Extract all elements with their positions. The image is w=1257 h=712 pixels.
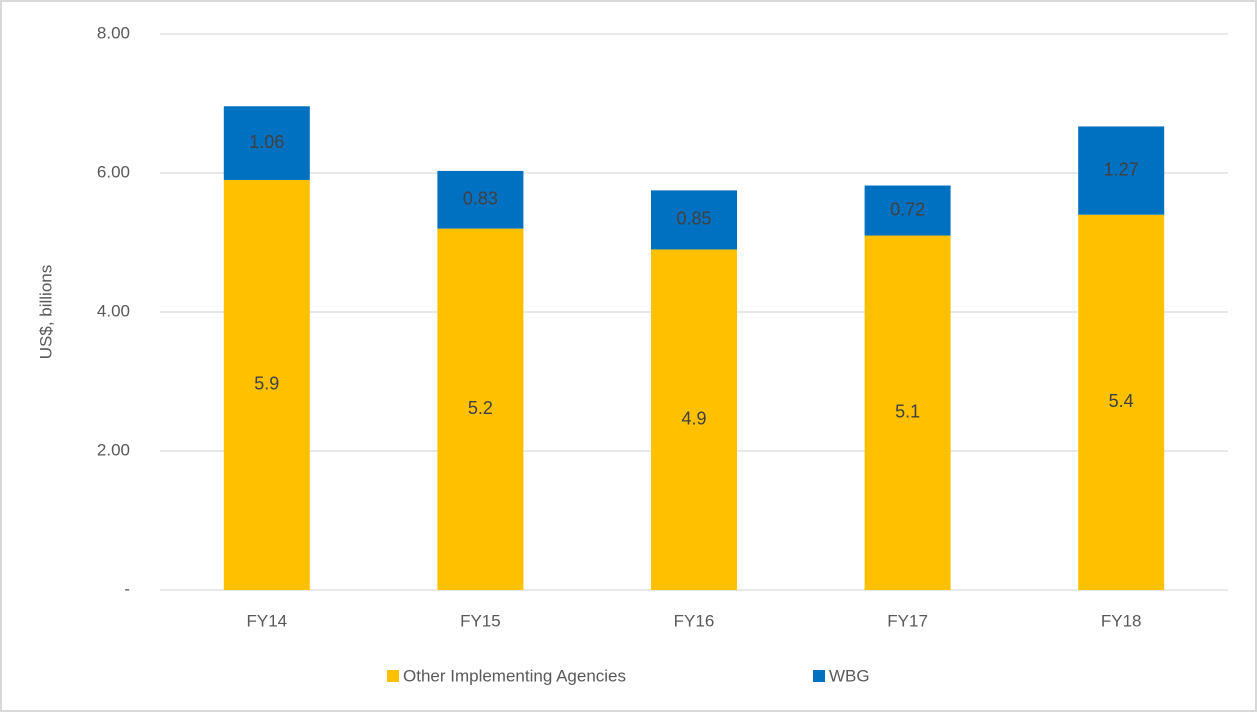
- x-tick-label: FY18: [1101, 611, 1142, 630]
- legend-swatch: [813, 670, 825, 682]
- y-tick-label: 6.00: [97, 162, 130, 181]
- value-label: 4.9: [681, 408, 706, 428]
- bar-segment: [651, 190, 737, 250]
- bar-segment: [1078, 214, 1165, 590]
- value-label: 0.72: [890, 199, 925, 219]
- value-label: 5.1: [895, 402, 920, 422]
- bar-segment: [864, 185, 951, 236]
- x-tick-label: FY16: [674, 611, 715, 630]
- y-tick-label: 8.00: [97, 23, 130, 42]
- value-label: 5.9: [254, 374, 279, 394]
- bar-segment: [437, 170, 524, 229]
- bar-segment: [223, 179, 310, 590]
- bar-segment: [223, 106, 310, 180]
- x-tick-label: FY15: [460, 611, 501, 630]
- x-tick-label: FY14: [246, 611, 287, 630]
- value-label: 1.06: [249, 132, 284, 152]
- value-label: 0.83: [463, 189, 498, 209]
- y-tick-label: -: [124, 579, 130, 598]
- bar-segment: [1078, 126, 1165, 215]
- value-label: 5.4: [1109, 391, 1134, 411]
- legend-swatch: [387, 670, 399, 682]
- value-label: 5.2: [468, 398, 493, 418]
- bar-segment: [437, 228, 524, 590]
- bar-segment: [651, 249, 737, 590]
- y-tick-label: 4.00: [97, 301, 130, 320]
- legend-label: Other Implementing Agencies: [403, 666, 626, 685]
- x-tick-label: FY17: [887, 611, 928, 630]
- y-tick-label: 2.00: [97, 440, 130, 459]
- y-axis-title: US$, billions: [36, 265, 55, 360]
- value-label: 0.85: [676, 209, 711, 229]
- legend-label: WBG: [829, 666, 870, 685]
- value-label: 1.27: [1104, 159, 1139, 179]
- bar-segment: [864, 235, 951, 591]
